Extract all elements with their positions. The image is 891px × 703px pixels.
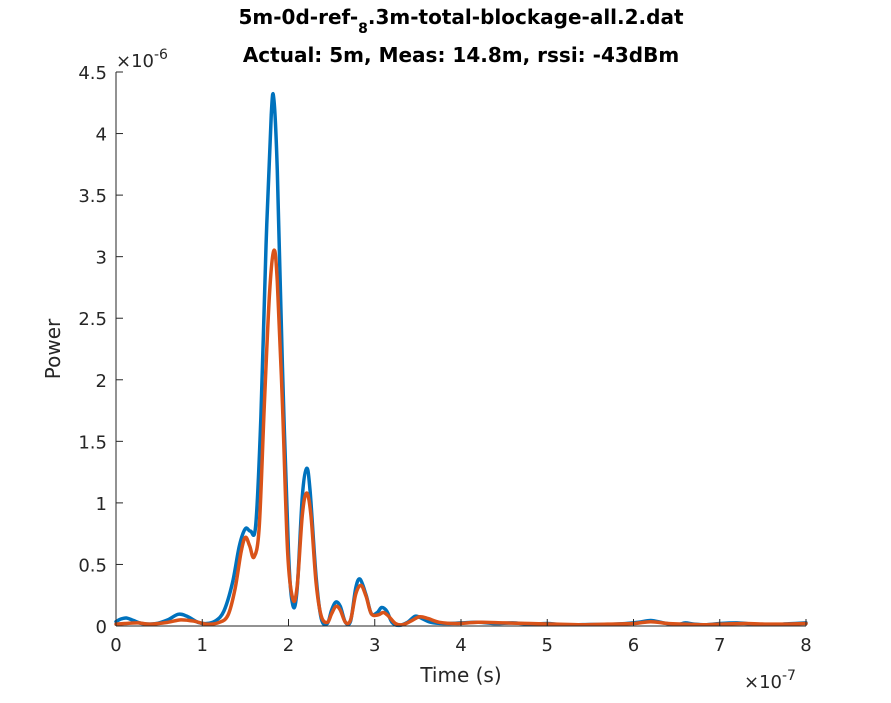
y-tick-label: 4.5 <box>78 63 107 84</box>
chart-title-main: 5m-0d-ref- <box>238 5 358 29</box>
y-tick-label: 3.5 <box>78 186 107 207</box>
chart-title-rest: .3m-total-blockage-all.2.dat <box>368 5 684 29</box>
x-tick-label: 8 <box>800 635 811 656</box>
series-layer <box>114 91 808 628</box>
y-tick-label: 3 <box>96 248 107 269</box>
y-tick-label: 1 <box>96 494 107 515</box>
x-tick-label: 5 <box>542 635 553 656</box>
y-exponent-prefix: ×10 <box>116 51 154 72</box>
y-tick-label: 1.5 <box>78 432 107 453</box>
y-tick-label: 0 <box>96 617 107 638</box>
y-ticks: 0 0.5 1 1.5 2 2.5 3 3.5 4 4.5 <box>78 63 123 638</box>
x-exponent-prefix: ×10 <box>744 672 782 693</box>
x-axis-label: Time (s) <box>419 663 501 687</box>
x-exponent-value: -7 <box>782 668 796 684</box>
plot-area: 0 1 2 3 4 5 6 7 8 0 0.5 1 1.5 2 2.5 3 3.5 4 4.5 <box>78 63 811 656</box>
x-tick-label: 7 <box>714 635 725 656</box>
x-tick-label: 1 <box>197 635 208 656</box>
y-tick-label: 4 <box>96 125 107 146</box>
x-tick-label: 4 <box>455 635 466 656</box>
y-tick-label: 0.5 <box>78 555 107 576</box>
chart-title-subscript: 8 <box>358 21 368 37</box>
axes-background <box>116 72 806 626</box>
y-exponent-value: -6 <box>154 47 168 63</box>
y-axis-label: Power <box>41 318 65 379</box>
y-tick-label: 2 <box>96 371 107 392</box>
y-exponent-label: ×10-6 <box>116 47 168 72</box>
x-ticks: 0 1 2 3 4 5 6 7 8 <box>110 619 812 656</box>
x-tick-label: 0 <box>110 635 121 656</box>
x-tick-label: 3 <box>369 635 380 656</box>
y-tick-label: 2.5 <box>78 309 107 330</box>
series-line-2 <box>114 248 808 627</box>
x-exponent-label: ×10-7 <box>744 668 796 693</box>
x-tick-label: 6 <box>628 635 639 656</box>
x-tick-label: 2 <box>283 635 294 656</box>
chart-title: 5m-0d-ref-8.3m-total-blockage-all.2.dat <box>238 5 683 37</box>
chart-subtitle: Actual: 5m, Meas: 14.8m, rssi: -43dBm <box>243 43 679 67</box>
